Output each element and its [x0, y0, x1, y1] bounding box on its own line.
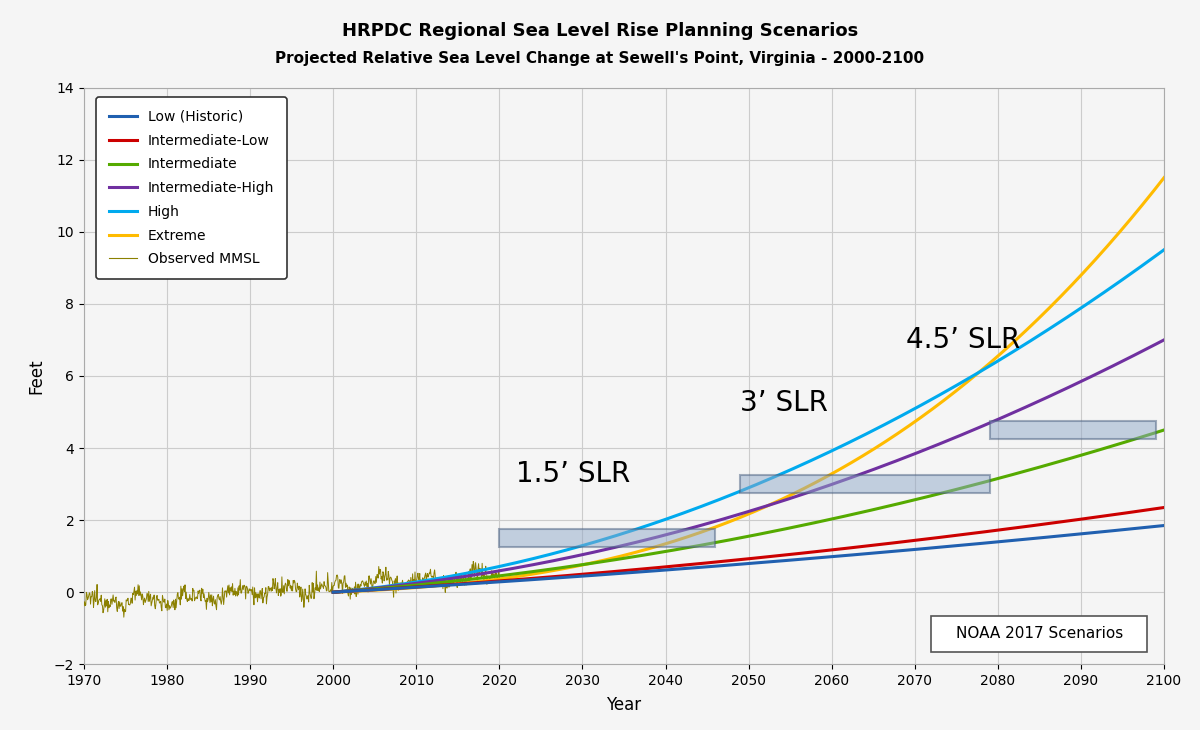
- Intermediate: [1157, 426, 1171, 434]
- High: [326, 588, 341, 596]
- High: [726, 490, 740, 499]
- Intermediate-Low: [721, 556, 736, 565]
- Extreme: [721, 518, 736, 527]
- Intermediate: [1007, 470, 1021, 479]
- Text: Projected Relative Sea Level Change at Sewell's Point, Virginia - 2000-2100: Projected Relative Sea Level Change at S…: [276, 51, 924, 66]
- Legend: Low (Historic), Intermediate-Low, Intermediate, Intermediate-High, High, Extreme: Low (Historic), Intermediate-Low, Interm…: [96, 97, 287, 279]
- Text: HRPDC Regional Sea Level Rise Planning Scenarios: HRPDC Regional Sea Level Rise Planning S…: [342, 22, 858, 40]
- Extreme: [726, 516, 740, 525]
- Intermediate-Low: [1136, 506, 1151, 515]
- Intermediate-High: [326, 588, 341, 596]
- Observed MMSL: [466, 557, 480, 566]
- Bar: [499, 529, 715, 548]
- Intermediate-Low: [726, 556, 740, 565]
- Intermediate-Low: [326, 588, 341, 596]
- Intermediate: [1136, 432, 1151, 441]
- Line: Observed MMSL: Observed MMSL: [84, 561, 499, 617]
- Bar: [990, 421, 1156, 439]
- Low (Historic): [775, 556, 790, 565]
- High: [1136, 260, 1151, 269]
- Extreme: [1007, 337, 1021, 346]
- Intermediate: [775, 525, 790, 534]
- Observed MMSL: [77, 602, 91, 610]
- High: [1157, 245, 1171, 254]
- Text: 3’ SLR: 3’ SLR: [740, 389, 828, 418]
- Extreme: [326, 588, 341, 596]
- Observed MMSL: [194, 584, 209, 593]
- Intermediate-Low: [1007, 523, 1021, 532]
- Observed MMSL: [451, 577, 466, 586]
- Observed MMSL: [492, 574, 506, 583]
- Intermediate-High: [821, 481, 835, 490]
- Line: Intermediate: Intermediate: [334, 430, 1164, 592]
- Observed MMSL: [350, 580, 365, 588]
- Line: Low (Historic): Low (Historic): [334, 526, 1164, 592]
- Intermediate-High: [1007, 408, 1021, 417]
- Intermediate: [821, 515, 835, 524]
- High: [821, 448, 835, 457]
- Line: Intermediate-Low: Intermediate-Low: [334, 507, 1164, 592]
- Intermediate-Low: [1157, 503, 1171, 512]
- Low (Historic): [726, 561, 740, 569]
- Observed MMSL: [209, 602, 223, 610]
- X-axis label: Year: Year: [606, 696, 642, 715]
- Intermediate-High: [1157, 336, 1171, 345]
- Intermediate-High: [726, 512, 740, 520]
- Text: 1.5’ SLR: 1.5’ SLR: [516, 460, 630, 488]
- Low (Historic): [326, 588, 341, 596]
- Intermediate-High: [1136, 346, 1151, 355]
- High: [721, 492, 736, 501]
- Low (Historic): [721, 561, 736, 569]
- Extreme: [1157, 173, 1171, 182]
- Observed MMSL: [116, 612, 131, 621]
- High: [1007, 347, 1021, 356]
- Low (Historic): [821, 553, 835, 561]
- Extreme: [1136, 199, 1151, 207]
- Text: NOAA 2017 Scenarios: NOAA 2017 Scenarios: [955, 626, 1123, 641]
- Extreme: [775, 494, 790, 503]
- Low (Historic): [1136, 523, 1151, 532]
- Line: Extreme: Extreme: [334, 177, 1164, 592]
- Bar: [931, 615, 1147, 652]
- Intermediate: [721, 536, 736, 545]
- Text: 4.5’ SLR: 4.5’ SLR: [906, 326, 1021, 354]
- Line: High: High: [334, 250, 1164, 592]
- High: [775, 469, 790, 477]
- Bar: [740, 475, 990, 493]
- Line: Intermediate-High: Intermediate-High: [334, 340, 1164, 592]
- Extreme: [821, 472, 835, 480]
- Intermediate-Low: [775, 551, 790, 560]
- Low (Historic): [1157, 521, 1171, 530]
- Intermediate-Low: [821, 546, 835, 555]
- Low (Historic): [1007, 536, 1021, 545]
- Observed MMSL: [179, 588, 193, 596]
- Y-axis label: Feet: Feet: [28, 358, 46, 393]
- Intermediate: [726, 535, 740, 544]
- Intermediate-High: [775, 496, 790, 505]
- Intermediate-High: [721, 513, 736, 522]
- Observed MMSL: [401, 577, 415, 585]
- Intermediate: [326, 588, 341, 596]
